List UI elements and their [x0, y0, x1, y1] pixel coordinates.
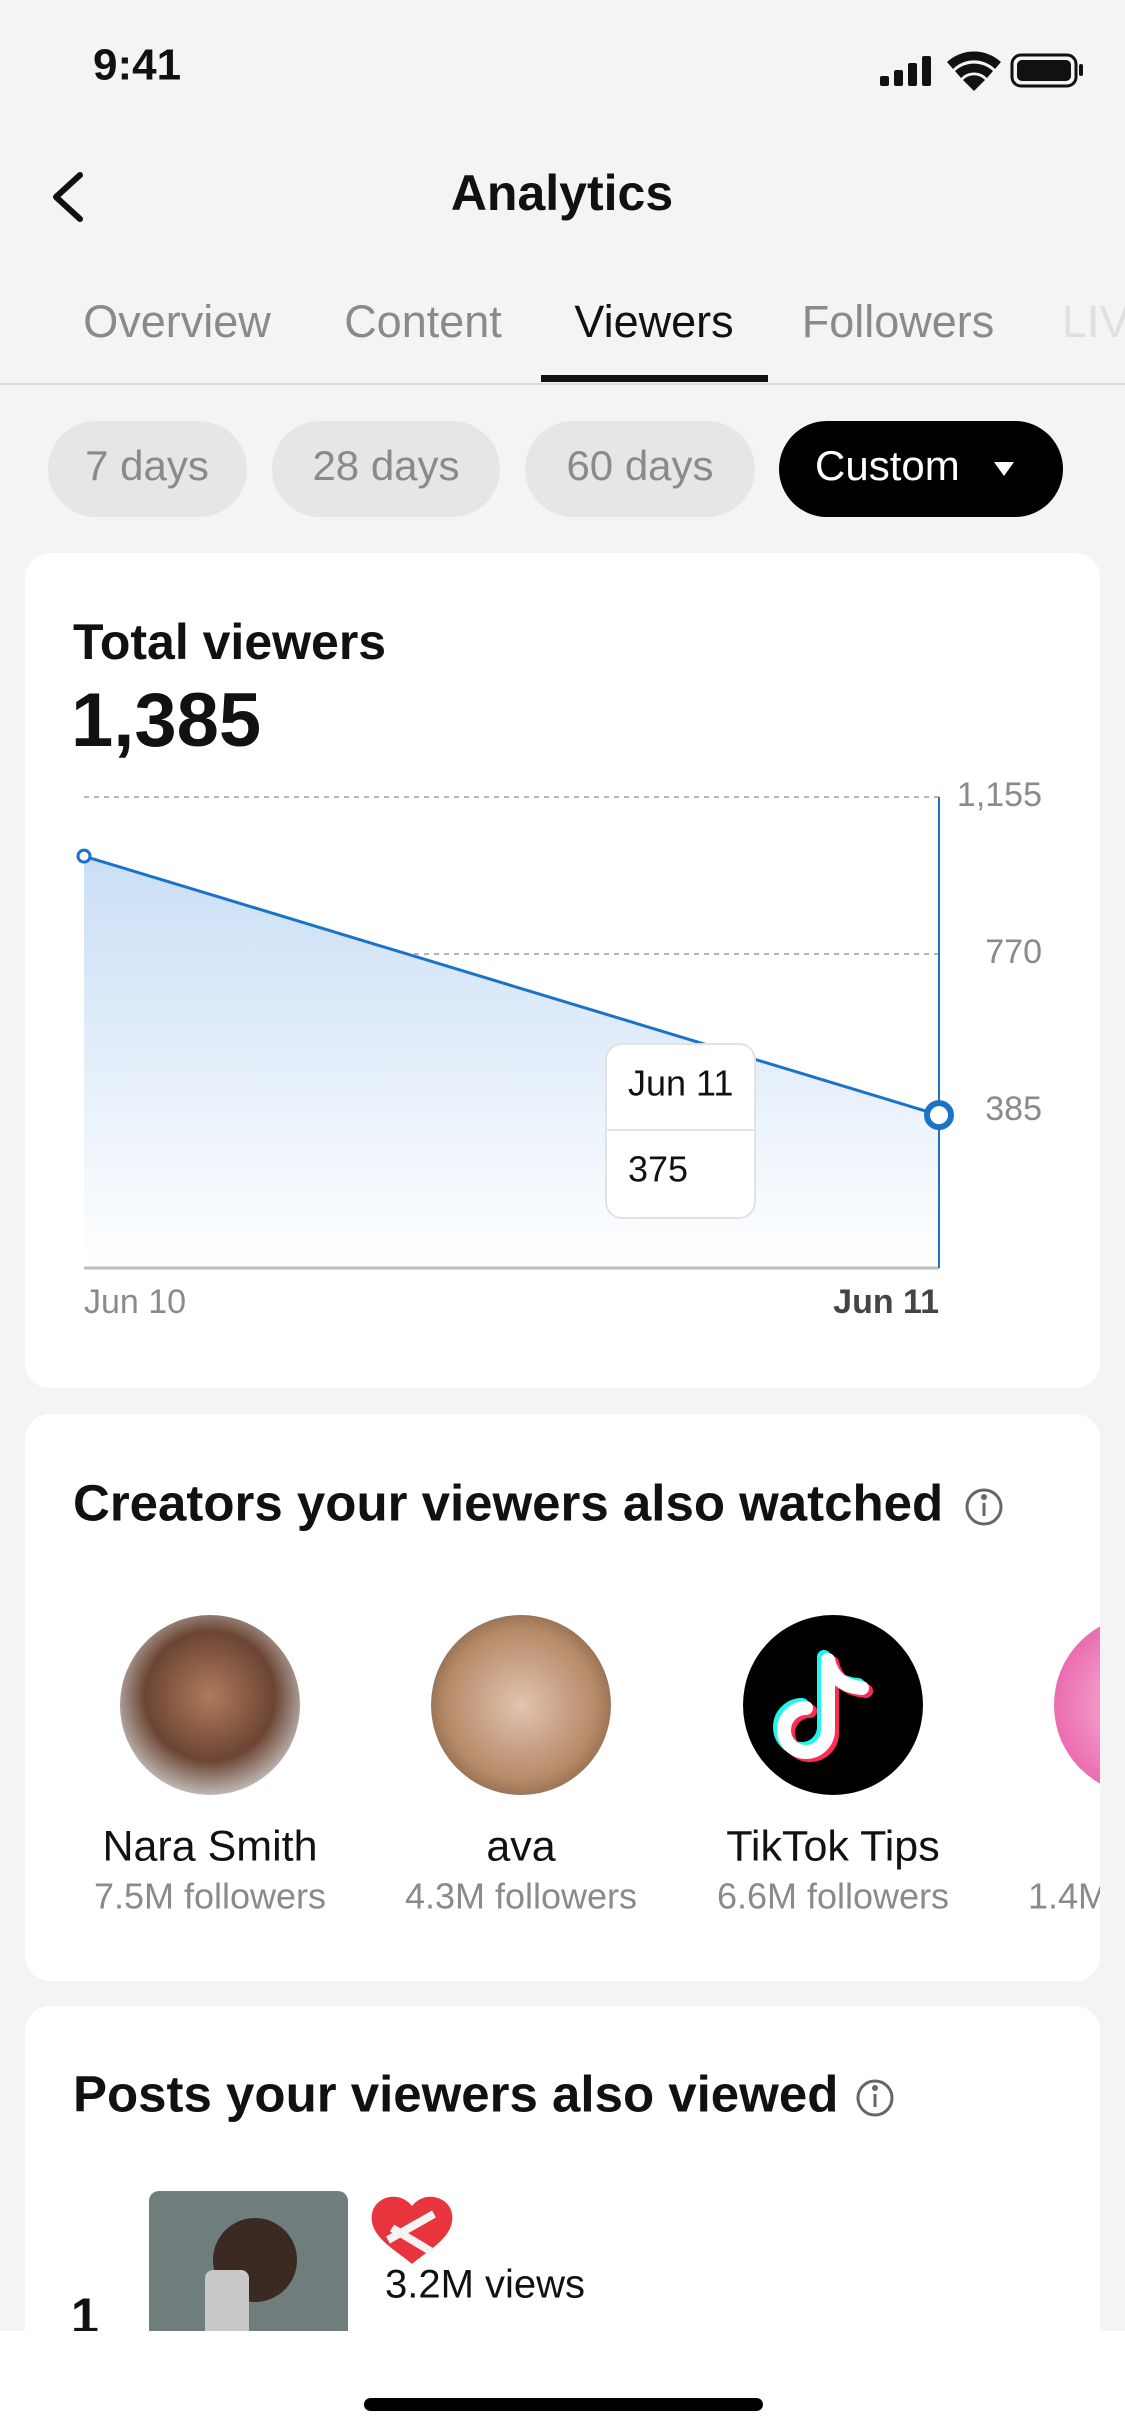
tab[interactable]: Overview: [83, 296, 271, 347]
chart-title: Total viewers: [73, 614, 386, 670]
creator-names: Nara Smith 7.5M followers ava 4.3M follower…: [94, 1822, 1125, 1917]
home-indicator: [364, 2398, 763, 2411]
range-pill-active[interactable]: [779, 421, 1063, 517]
avatar[interactable]: [431, 1615, 611, 1795]
creator-name: Nara Smith: [102, 1822, 317, 1870]
range-label[interactable]: 7 days: [85, 442, 209, 489]
info-icon[interactable]: [856, 2079, 894, 2117]
avatar[interactable]: [1054, 1615, 1125, 1795]
tooltip-value: 375: [628, 1149, 688, 1190]
dropdown-arrow: [994, 462, 1014, 476]
post-views: 3.2M views: [385, 2263, 585, 2307]
thumbnail-phone: [205, 2270, 249, 2331]
range-label[interactable]: 60 days: [566, 442, 713, 489]
creator-list: Nara Smith 7.5M followers ava 4.3M follower…: [94, 1615, 1125, 1917]
line: [83, 854, 940, 1117]
post-rank: 1: [71, 2288, 99, 2344]
creator-followers: 4.3M followers: [405, 1876, 637, 1917]
tab[interactable]: Content: [344, 296, 502, 347]
tooltip: Jun 11 375: [605, 1043, 756, 1219]
tab-divider: [0, 383, 1125, 385]
x-tick-label: Jun 11: [833, 1283, 939, 1321]
creator-followers: 1.4M followers: [1028, 1876, 1125, 1917]
info-icon[interactable]: [965, 1488, 1003, 1526]
page-title: Analytics: [451, 165, 673, 221]
status-time: 9:41: [93, 41, 181, 90]
y-tick-label: 770: [985, 933, 1042, 971]
section-title: Creators your viewers also watched: [73, 1474, 943, 1531]
tab[interactable]: Followers: [802, 296, 995, 347]
tab-active[interactable]: Viewers: [574, 296, 733, 347]
tooltip-date: Jun 11: [628, 1063, 733, 1104]
total-value: 1,385: [71, 678, 261, 763]
bandage: [386, 2210, 436, 2256]
back-button[interactable]: [53, 172, 83, 222]
chart: 385 770 1,155 Jun 10 Jun 11 Jun 11 375: [76, 776, 1042, 1321]
y-tick-label: 1,155: [957, 776, 1042, 814]
range-pill[interactable]: [525, 421, 755, 517]
tab-fade: [1060, 280, 1125, 370]
tiktok-logo: [773, 1650, 873, 1762]
range-pill[interactable]: [48, 421, 247, 517]
tab[interactable]: LIVE: [1062, 296, 1125, 347]
tab-indicator: [541, 375, 768, 382]
creator-followers: 6.6M followers: [717, 1876, 949, 1917]
range-pill[interactable]: [272, 421, 500, 517]
section-title: Posts your viewers also viewed: [73, 2065, 838, 2122]
y-tick-label: 385: [985, 1090, 1042, 1128]
home-area: [0, 2331, 1125, 2436]
range-label[interactable]: Custom: [815, 442, 960, 489]
avatar[interactable]: [120, 1615, 300, 1795]
x-tick-label: Jun 10: [84, 1283, 186, 1321]
status-icons: [880, 51, 1083, 91]
point: [924, 1100, 954, 1131]
creator-name: ava: [486, 1822, 555, 1870]
point: [76, 848, 92, 864]
creator-name: TikTok Tips: [726, 1822, 939, 1870]
post-row[interactable]: 1 3.2M views: [71, 2191, 585, 2351]
range-label[interactable]: 28 days: [312, 442, 459, 489]
creator-followers: 7.5M followers: [94, 1876, 326, 1917]
